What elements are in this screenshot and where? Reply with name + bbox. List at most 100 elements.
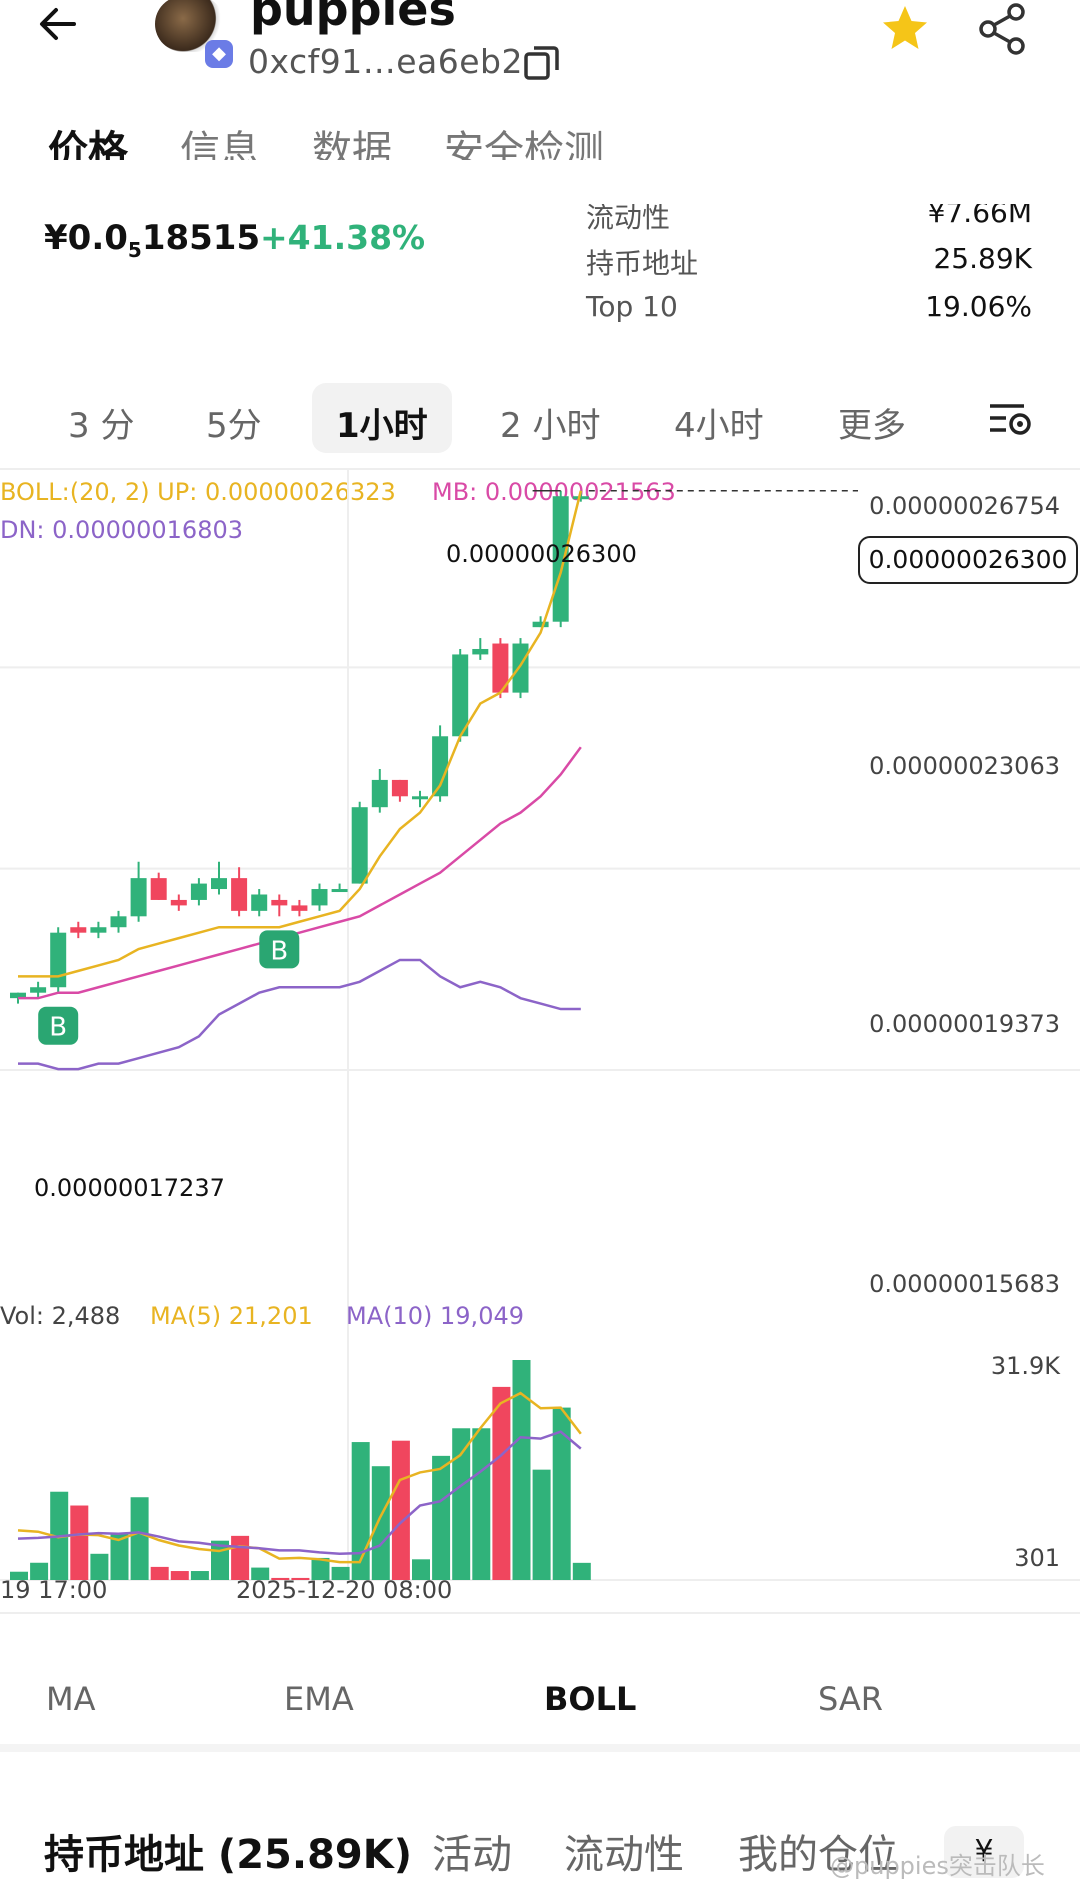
y-tick-4: 0.00000015683 — [869, 1270, 1060, 1298]
volume-bar — [512, 1360, 531, 1580]
volume-bar — [251, 1567, 270, 1580]
copy-icon[interactable] — [522, 42, 562, 82]
section-liquidity[interactable]: 流动性 — [564, 1832, 684, 1878]
token-title: puppies — [250, 0, 456, 36]
x-tick-2: 2025-12-20 08:00 — [236, 1576, 453, 1604]
star-icon[interactable] — [878, 2, 932, 56]
indicator-divider — [0, 1744, 1080, 1752]
boll-mb-line — [18, 746, 582, 1000]
volume-bar — [351, 1442, 370, 1580]
boll-dn-line — [18, 958, 581, 1071]
section-activity[interactable]: 活动 — [432, 1832, 512, 1878]
timeframe-2h[interactable]: 2 小时 — [500, 406, 601, 446]
volume-bar — [110, 1533, 129, 1580]
volume-bar — [472, 1428, 491, 1580]
section-my-position[interactable]: 我的仓位 — [738, 1832, 898, 1878]
volume-ma5-line — [17, 1391, 582, 1564]
candle — [211, 878, 227, 890]
boll-up-readout: BOLL:(20, 2) UP: 0.00000026323 — [0, 478, 396, 506]
currency-toggle[interactable]: ¥ — [944, 1826, 1024, 1878]
high-price-label: 0.00000026300 — [446, 540, 637, 568]
vol-ma5-readout: MA(5) 21,201 — [150, 1302, 313, 1330]
volume-bar — [30, 1562, 49, 1580]
buy-marker-label: B — [270, 936, 288, 966]
volume-bar — [231, 1535, 250, 1580]
y-tick-1: 0.00000026754 — [869, 492, 1060, 520]
volume-bar — [391, 1440, 410, 1580]
candle — [30, 987, 47, 993]
section-holders[interactable]: 持币地址 (25.89K) — [44, 1832, 413, 1878]
vol-ma10-readout: MA(10) 19,049 — [346, 1302, 524, 1330]
candle — [452, 654, 469, 737]
vol-min-label: 301 — [1014, 1544, 1060, 1572]
candle — [251, 894, 268, 911]
candle — [10, 992, 26, 999]
chart-settings-icon[interactable] — [988, 400, 1034, 440]
volume-bar — [70, 1505, 89, 1580]
candle — [170, 899, 187, 906]
candle — [512, 643, 529, 693]
ethereum-icon: ◆ — [205, 40, 233, 68]
current-price: ¥0.0518515 — [44, 218, 261, 262]
timeframe-3m[interactable]: 3 分 — [68, 406, 135, 446]
candle — [572, 496, 589, 500]
volume-readout: Vol: 2,488 — [0, 1302, 121, 1330]
candle — [351, 807, 368, 884]
candle — [492, 643, 509, 693]
volume-bar — [572, 1562, 591, 1580]
buy-marker — [38, 1006, 79, 1045]
volume-bar — [311, 1557, 330, 1580]
stat-label-holders: 持币地址 — [586, 247, 699, 280]
stat-value-holders: 25.89K — [933, 242, 1032, 275]
volume-bar — [271, 1577, 290, 1580]
stat-label-top10: Top 10 — [586, 290, 678, 323]
indicator-ema[interactable]: EMA — [284, 1680, 354, 1718]
vol-max-label: 31.9K — [990, 1352, 1060, 1380]
candle — [110, 916, 127, 928]
boll-up-line — [18, 490, 583, 978]
volume-bar — [130, 1497, 149, 1580]
current-price-tag: 0.00000026300 — [858, 536, 1078, 584]
volume-bar — [412, 1559, 430, 1580]
contract-address: 0xcf91…ea6eb2 — [248, 42, 523, 81]
indicator-sar[interactable]: SAR — [818, 1680, 884, 1718]
volume-bar — [452, 1428, 471, 1580]
candle — [231, 878, 248, 911]
y-tick-2: 0.00000023063 — [869, 752, 1060, 780]
candle — [271, 899, 288, 906]
stat-label-liquidity: 流动性 — [586, 201, 671, 234]
volume-bar — [552, 1407, 571, 1580]
chart-bottom-divider — [0, 1612, 1080, 1614]
candle — [412, 796, 428, 800]
candle — [552, 496, 569, 622]
timeframe-4h[interactable]: 4小时 — [674, 406, 764, 446]
x-tick-1: 19 17:00 — [0, 1576, 108, 1604]
back-arrow-icon[interactable] — [34, 0, 82, 48]
candle — [432, 736, 449, 797]
volume-bar — [170, 1571, 189, 1580]
candle — [311, 889, 328, 906]
volume-bar — [90, 1553, 109, 1580]
candlestick-chart[interactable]: BB — [0, 468, 1080, 1618]
timeframe-active-bg — [312, 383, 452, 453]
timeframe-1h[interactable]: 1小时 — [336, 406, 428, 446]
indicator-ma[interactable]: MA — [46, 1680, 96, 1718]
stat-value-top10: 19.06% — [925, 290, 1032, 323]
indicator-boll[interactable]: BOLL — [544, 1680, 637, 1718]
low-price-label: 0.00000017237 — [34, 1174, 225, 1202]
timeframe-5m[interactable]: 5分 — [206, 406, 262, 446]
scroll-mask — [0, 160, 1080, 204]
volume-bar — [371, 1466, 390, 1580]
y-tick-3: 0.00000019373 — [869, 1010, 1060, 1038]
candle — [190, 883, 207, 900]
share-icon[interactable] — [976, 2, 1030, 56]
volume-bar — [492, 1386, 511, 1580]
watermark: @puppies突击队长 — [830, 1852, 1045, 1880]
timeframe-more[interactable]: 更多 — [838, 406, 906, 446]
candle — [70, 927, 87, 933]
volume-ma10-line — [17, 1430, 582, 1556]
volume-bar — [331, 1566, 350, 1580]
volume-bar — [190, 1571, 209, 1580]
candle — [291, 905, 308, 911]
candle — [532, 621, 549, 628]
